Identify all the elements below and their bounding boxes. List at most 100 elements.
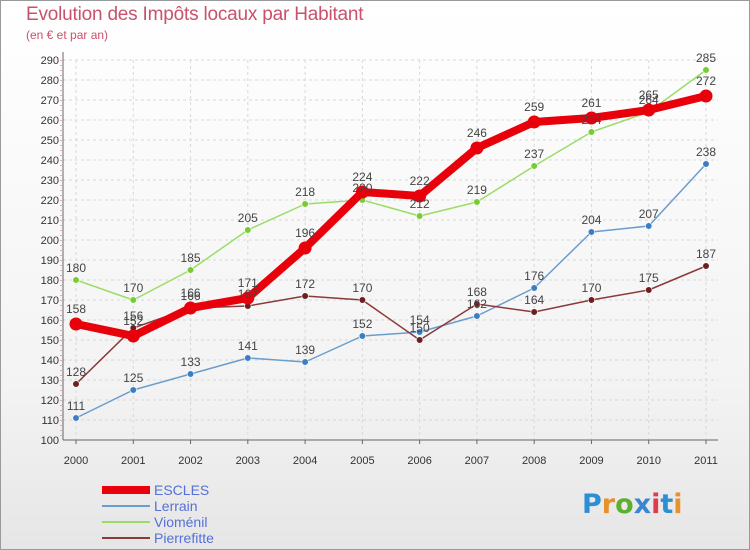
legend-item-escles: ESCLES xyxy=(102,482,322,498)
point-lerrain xyxy=(129,386,137,394)
x-tick-label: 2001 xyxy=(121,455,145,467)
point-escles xyxy=(527,115,541,129)
data-label-pierrefitte: 168 xyxy=(467,285,487,299)
data-label-pierrefitte: 170 xyxy=(581,281,601,295)
point-lerrain xyxy=(72,414,80,422)
data-label-pierrefitte: 172 xyxy=(295,277,315,291)
point-escles xyxy=(355,185,369,199)
data-label-escles: 171 xyxy=(238,276,258,290)
data-label-pierrefitte: 170 xyxy=(352,281,372,295)
data-label-pierrefitte: 166 xyxy=(181,289,201,303)
point-lerrain xyxy=(645,222,653,230)
label-layer: 111 125 133 141 139 152 154 162 176 204 207 238 180 1… xyxy=(66,51,716,413)
data-label-lerrain: 139 xyxy=(295,343,315,357)
point-lerrain xyxy=(186,370,195,378)
point-lerrain xyxy=(702,160,710,168)
point-escles xyxy=(184,301,198,315)
data-label-lerrain: 152 xyxy=(352,317,372,331)
y-tick-label: 210 xyxy=(41,215,59,227)
data-label-escles: 265 xyxy=(639,88,659,102)
logo-letter: r xyxy=(601,489,616,520)
data-label-pierrefitte: 128 xyxy=(66,365,86,379)
x-tick-label: 2011 xyxy=(694,455,718,467)
data-label-viomenil: 205 xyxy=(238,211,258,225)
point-viomenil xyxy=(301,200,309,208)
point-lerrain xyxy=(244,354,252,362)
point-viomenil xyxy=(530,162,538,170)
data-label-viomenil: 219 xyxy=(467,183,487,197)
point-pierrefitte xyxy=(587,296,596,304)
point-viomenil xyxy=(416,212,424,220)
legend-label-lerrain: Lerrain xyxy=(154,498,198,514)
logo-letter: o xyxy=(615,489,634,520)
data-label-lerrain: 207 xyxy=(639,207,659,221)
data-label-pierrefitte: 175 xyxy=(639,271,659,285)
x-tick-label: 2005 xyxy=(350,455,374,467)
y-tick-label: 150 xyxy=(41,335,59,347)
point-lerrain xyxy=(416,328,424,336)
logo-letter: x xyxy=(633,489,652,520)
point-escles xyxy=(642,103,656,117)
y-tick-label: 180 xyxy=(41,275,59,287)
data-label-viomenil: 285 xyxy=(696,51,716,65)
data-label-lerrain: 111 xyxy=(67,399,86,413)
x-tick-label: 2006 xyxy=(407,455,431,467)
y-tick-label: 220 xyxy=(41,195,59,207)
logo-letter: P xyxy=(582,489,602,520)
data-label-escles: 222 xyxy=(410,174,430,188)
data-label-escles: 224 xyxy=(352,170,372,184)
x-tick-label: 2003 xyxy=(236,455,260,467)
point-escles xyxy=(584,111,598,125)
legend-label-escles: ESCLES xyxy=(154,482,210,498)
data-label-lerrain: 162 xyxy=(467,297,487,311)
data-label-escles: 152 xyxy=(123,314,143,328)
data-label-escles: 259 xyxy=(524,100,544,114)
legend-swatch-viomenil xyxy=(102,521,150,523)
point-viomenil xyxy=(587,128,596,136)
y-tick-label: 100 xyxy=(41,435,59,447)
point-pierrefitte xyxy=(702,262,710,270)
proxiti-logo: Proxiti xyxy=(582,489,683,520)
y-tick-label: 200 xyxy=(41,235,59,247)
y-tick-label: 130 xyxy=(41,375,59,387)
data-label-lerrain: 176 xyxy=(524,269,544,283)
data-label-lerrain: 204 xyxy=(581,213,601,227)
data-label-lerrain: 238 xyxy=(696,145,716,159)
data-label-viomenil: 180 xyxy=(66,261,86,275)
data-label-lerrain: 133 xyxy=(181,355,201,369)
point-pierrefitte xyxy=(358,296,366,304)
point-viomenil xyxy=(702,66,710,74)
legend-item-lerrain: Lerrain xyxy=(102,498,322,514)
logo-letter: t xyxy=(660,489,674,520)
y-tick-label: 160 xyxy=(41,315,59,327)
legend-swatch-lerrain xyxy=(102,505,150,507)
legend-item-viomenil: Vioménil xyxy=(102,514,322,530)
data-label-pierrefitte: 150 xyxy=(410,321,430,335)
point-pierrefitte xyxy=(301,292,309,300)
legend-swatch-escles xyxy=(102,486,150,494)
logo-letter: i xyxy=(673,489,683,520)
series-line-lerrain xyxy=(75,163,707,419)
legend-label-viomenil: Vioménil xyxy=(154,514,208,530)
x-tick-label: 2009 xyxy=(579,455,603,467)
series-line-escles xyxy=(72,92,710,340)
point-escles xyxy=(413,189,427,203)
y-tick-label: 110 xyxy=(41,415,59,427)
data-label-viomenil: 254 xyxy=(581,113,601,127)
data-label-pierrefitte: 167 xyxy=(238,287,258,301)
point-escles xyxy=(69,317,83,331)
axis-layer: 1001101201301401501601701801902002102202… xyxy=(41,52,718,467)
chart-subtitle: (en € et par an) xyxy=(26,28,109,42)
point-viomenil xyxy=(244,226,252,234)
point-pierrefitte xyxy=(645,286,653,294)
series-line-pierrefitte xyxy=(75,265,707,385)
point-escles xyxy=(126,329,140,343)
y-tick-label: 250 xyxy=(41,135,59,147)
point-lerrain xyxy=(473,312,481,320)
legend-swatch-pierrefitte xyxy=(102,537,150,539)
point-pierrefitte xyxy=(416,336,424,344)
point-viomenil xyxy=(72,276,80,284)
point-lerrain xyxy=(358,332,366,340)
x-tick-label: 2008 xyxy=(522,455,546,467)
